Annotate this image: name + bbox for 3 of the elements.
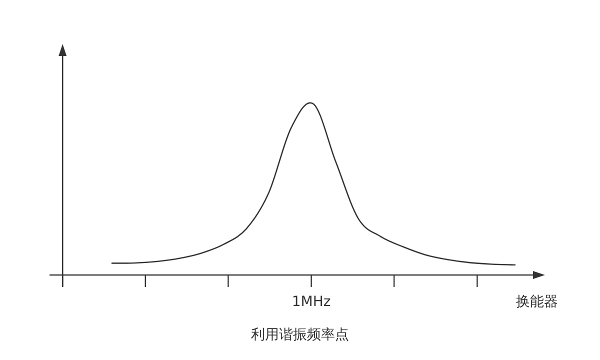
text: 利用谐振频率点 [251, 327, 349, 343]
x-axis-title: 换能器 [516, 294, 558, 310]
text: 1MHz [292, 294, 331, 310]
